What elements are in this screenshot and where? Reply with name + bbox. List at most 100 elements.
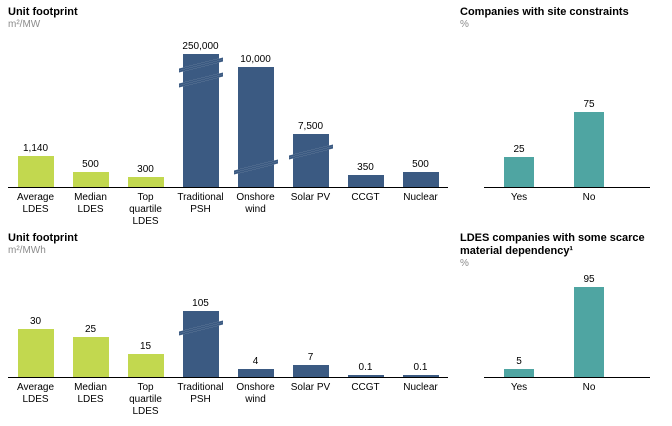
bar-value-label: 500 — [82, 159, 99, 170]
bar-group: 30 — [8, 261, 63, 377]
bar-group: 0.1 — [393, 261, 448, 377]
category-label: Average LDES — [16, 382, 55, 405]
bar-group: 10,000 — [228, 35, 283, 187]
bar-value-label: 0.1 — [358, 362, 373, 373]
bar-value-label: 0.1 — [413, 362, 428, 373]
axis-break-mark — [178, 72, 223, 88]
bar-value-label: 500 — [412, 159, 429, 170]
bar-value-label: 4 — [252, 356, 259, 367]
category-label: CCGT — [351, 192, 380, 203]
category-label: CCGT — [351, 382, 380, 393]
bar-group: 500 — [393, 35, 448, 187]
category-label: Onshore wind — [236, 192, 275, 215]
bar — [72, 172, 109, 187]
plot-area: 30 25 15 105 4 7 0.1 0.1 — [8, 261, 448, 378]
bar-group: 105 — [173, 261, 228, 377]
bar — [72, 337, 109, 377]
category-label: Solar PV — [290, 382, 331, 393]
bar-value-label: 5 — [516, 356, 522, 367]
category-label: No — [582, 382, 596, 393]
plot-area: 1,140 500 300 250,000 10,000 7,500 350 500 — [8, 35, 448, 188]
category-label: Yes — [510, 382, 528, 393]
category-label: Traditional PSH — [177, 382, 224, 405]
bar-value-label: 7,500 — [297, 121, 324, 132]
category-axis: Average LDES Median LDES Top quartile LDES… — [8, 378, 448, 418]
bar-group: 95 — [554, 274, 624, 377]
bar-value-label: 1,140 — [22, 143, 49, 154]
bar-group: 7 — [283, 261, 338, 377]
category-label: Nuclear — [403, 382, 438, 393]
bar-group: 0.1 — [338, 261, 393, 377]
panel-site-constraints: Companies with site constraints % 25 75 Ye… — [460, 6, 664, 224]
panel-unit-footprint-per-mw: Unit footprint m²/MW 1,140 500 300 250,000 1… — [8, 6, 454, 227]
chart-unit-label: % — [460, 19, 469, 30]
bar-group: 5 — [484, 274, 554, 377]
bar — [347, 375, 384, 377]
bar — [237, 369, 274, 377]
bar-value-label: 75 — [583, 99, 595, 110]
axis-break-mark — [233, 159, 278, 175]
bar — [127, 177, 164, 187]
chart-unit-label: m²/MWh — [8, 245, 46, 256]
axis-break-mark — [288, 144, 333, 160]
bar-value-label: 7 — [307, 352, 314, 363]
bar-chart-scarce-material-dependency: 5 95 Yes No — [484, 274, 664, 394]
axis-break-mark — [178, 320, 223, 336]
bar — [178, 311, 223, 377]
category-label: Solar PV — [290, 192, 331, 203]
bar-chart-unit-footprint-per-mw: 1,140 500 300 250,000 10,000 7,500 350 500 Avera… — [8, 35, 454, 228]
category-label: Onshore wind — [236, 382, 275, 405]
bar-group: 500 — [63, 35, 118, 187]
plot-area: 25 75 — [484, 35, 650, 188]
bar — [574, 112, 604, 187]
bar-group: 15 — [118, 261, 173, 377]
category-label: Nuclear — [403, 192, 438, 203]
bar-chart-site-constraints: 25 75 Yes No — [484, 35, 664, 204]
category-label: Median LDES — [74, 192, 107, 215]
bar — [504, 369, 534, 377]
bar-chart-unit-footprint-per-mwh: 30 25 15 105 4 7 0.1 0.1 Average LDES Median LDES… — [8, 261, 454, 418]
category-label: Traditional PSH — [177, 192, 224, 215]
bar-group: 300 — [118, 35, 173, 187]
category-label: Median LDES — [74, 382, 107, 405]
bar-group: 1,140 — [8, 35, 63, 187]
chart-title: Unit footprint — [8, 6, 78, 18]
bar — [402, 172, 439, 187]
bar-group: 75 — [554, 35, 624, 187]
bar-value-label: 10,000 — [240, 54, 271, 65]
category-label: Yes — [510, 192, 528, 203]
bar-group: 25 — [484, 35, 554, 187]
bar — [233, 67, 278, 187]
chart-title: LDES companies with some scarce material… — [460, 232, 645, 257]
panel-unit-footprint-per-mwh: Unit footprint m²/MWh 30 25 15 105 4 7 0.1 0.1 A… — [8, 232, 454, 422]
plot-area: 5 95 — [484, 274, 650, 378]
category-axis: Yes No — [484, 378, 650, 394]
bar — [127, 354, 164, 377]
bar-value-label: 105 — [192, 298, 209, 309]
category-label: Top quartile LDES — [129, 192, 162, 227]
bar-value-label: 25 — [84, 324, 97, 335]
category-label: Top quartile LDES — [129, 382, 162, 417]
bar — [574, 287, 604, 377]
bar-value-label: 300 — [137, 164, 154, 175]
category-label: Average LDES — [16, 192, 55, 215]
category-axis: Average LDES Median LDES Top quartile LDES… — [8, 188, 448, 228]
bar-value-label: 30 — [29, 316, 42, 327]
bar — [288, 134, 333, 187]
bar — [17, 156, 54, 187]
chart-unit-label: % — [460, 258, 469, 269]
chart-title: Companies with site constraints — [460, 6, 629, 18]
category-label: No — [582, 192, 596, 203]
bar-group: 4 — [228, 261, 283, 377]
chart-title: Unit footprint — [8, 232, 78, 244]
bar-group: 250,000 — [173, 35, 228, 187]
bar — [178, 54, 223, 187]
chart-unit-label: m²/MW — [8, 19, 41, 30]
bar-value-label: 350 — [357, 162, 374, 173]
bar-value-label: 250,000 — [182, 41, 219, 52]
bar — [17, 329, 54, 377]
bar-value-label: 15 — [139, 341, 152, 352]
bar — [504, 157, 534, 187]
bar-group: 25 — [63, 261, 118, 377]
